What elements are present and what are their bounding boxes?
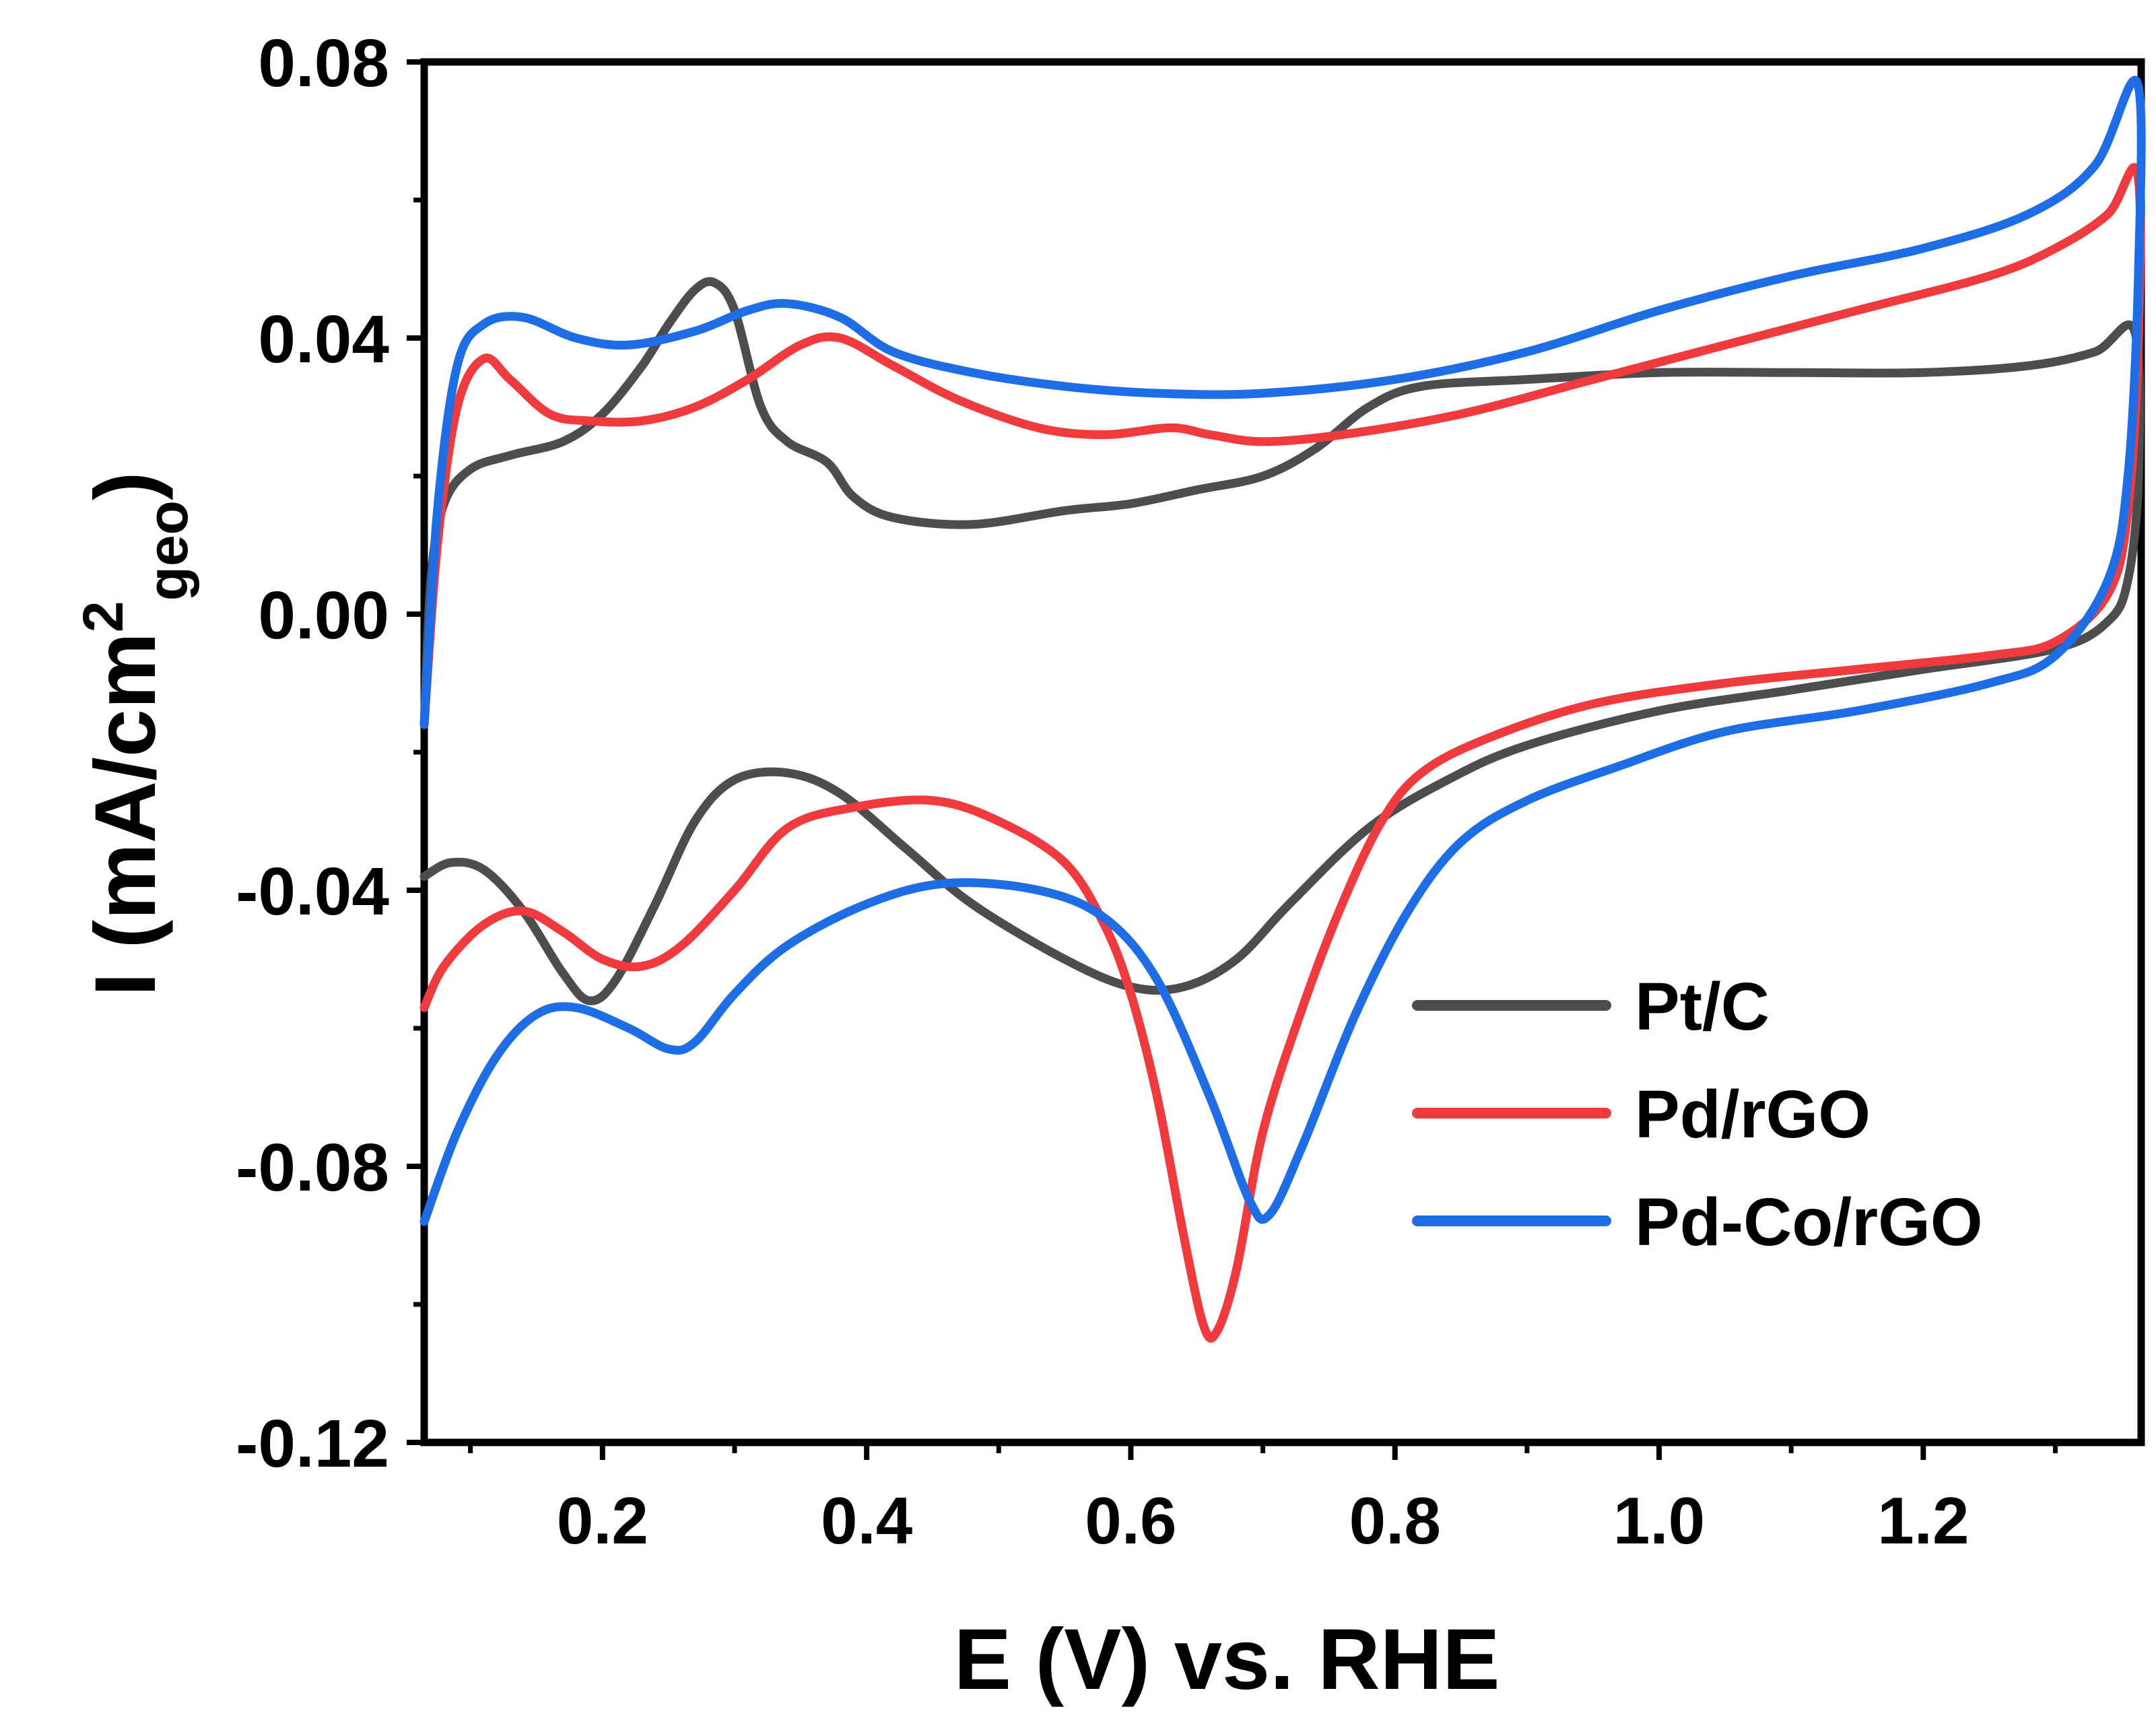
series-layer	[419, 75, 2146, 1343]
x-axis-ticks: 0.2 0.4 0.6 0.8 1.0 1.2	[468, 1442, 2058, 1558]
x-tick-label: 0.6	[1085, 1484, 1176, 1558]
x-tick-label: 0.8	[1349, 1484, 1441, 1558]
legend-label-pt-c: Pt/C	[1635, 969, 1770, 1044]
y-axis-label-superscript: 2	[71, 601, 135, 632]
series-line-pd-co-rgo	[419, 75, 2146, 1226]
y-tick-label: 0.04	[258, 302, 389, 377]
y-tick-label: 0.08	[258, 26, 389, 101]
series-line-pt-c	[419, 277, 2145, 1005]
x-tick-label: 1.2	[1877, 1484, 1969, 1558]
x-axis-label: E (V) vs. RHE	[954, 1611, 1500, 1708]
x-tick-label: 1.0	[1613, 1484, 1705, 1558]
legend-label-pd-co-rgo: Pd-Co/rGO	[1635, 1185, 1983, 1260]
y-axis-label-close: )	[77, 471, 174, 500]
y-tick-label: -0.08	[236, 1130, 389, 1205]
y-axis-label-subscript: geo	[136, 500, 199, 601]
legend: Pt/C Pd/rGO Pd-Co/rGO	[1412, 969, 1983, 1260]
y-tick-label: -0.12	[236, 1406, 389, 1481]
y-axis-ticks: 0.08 0.04 0.00 -0.04 -0.08 -0.12	[236, 26, 424, 1481]
y-tick-label: 0.00	[258, 578, 389, 653]
y-axis-label-main: I (mA/cm	[77, 632, 174, 997]
y-axis-label: I (mA/cm2geo)	[71, 471, 199, 996]
legend-label-pd-rgo: Pd/rGO	[1635, 1077, 1871, 1152]
series-line-pd-rgo	[419, 163, 2145, 1343]
x-tick-label: 0.2	[557, 1484, 648, 1558]
y-tick-label: -0.04	[236, 854, 389, 929]
x-tick-label: 0.4	[821, 1484, 912, 1558]
